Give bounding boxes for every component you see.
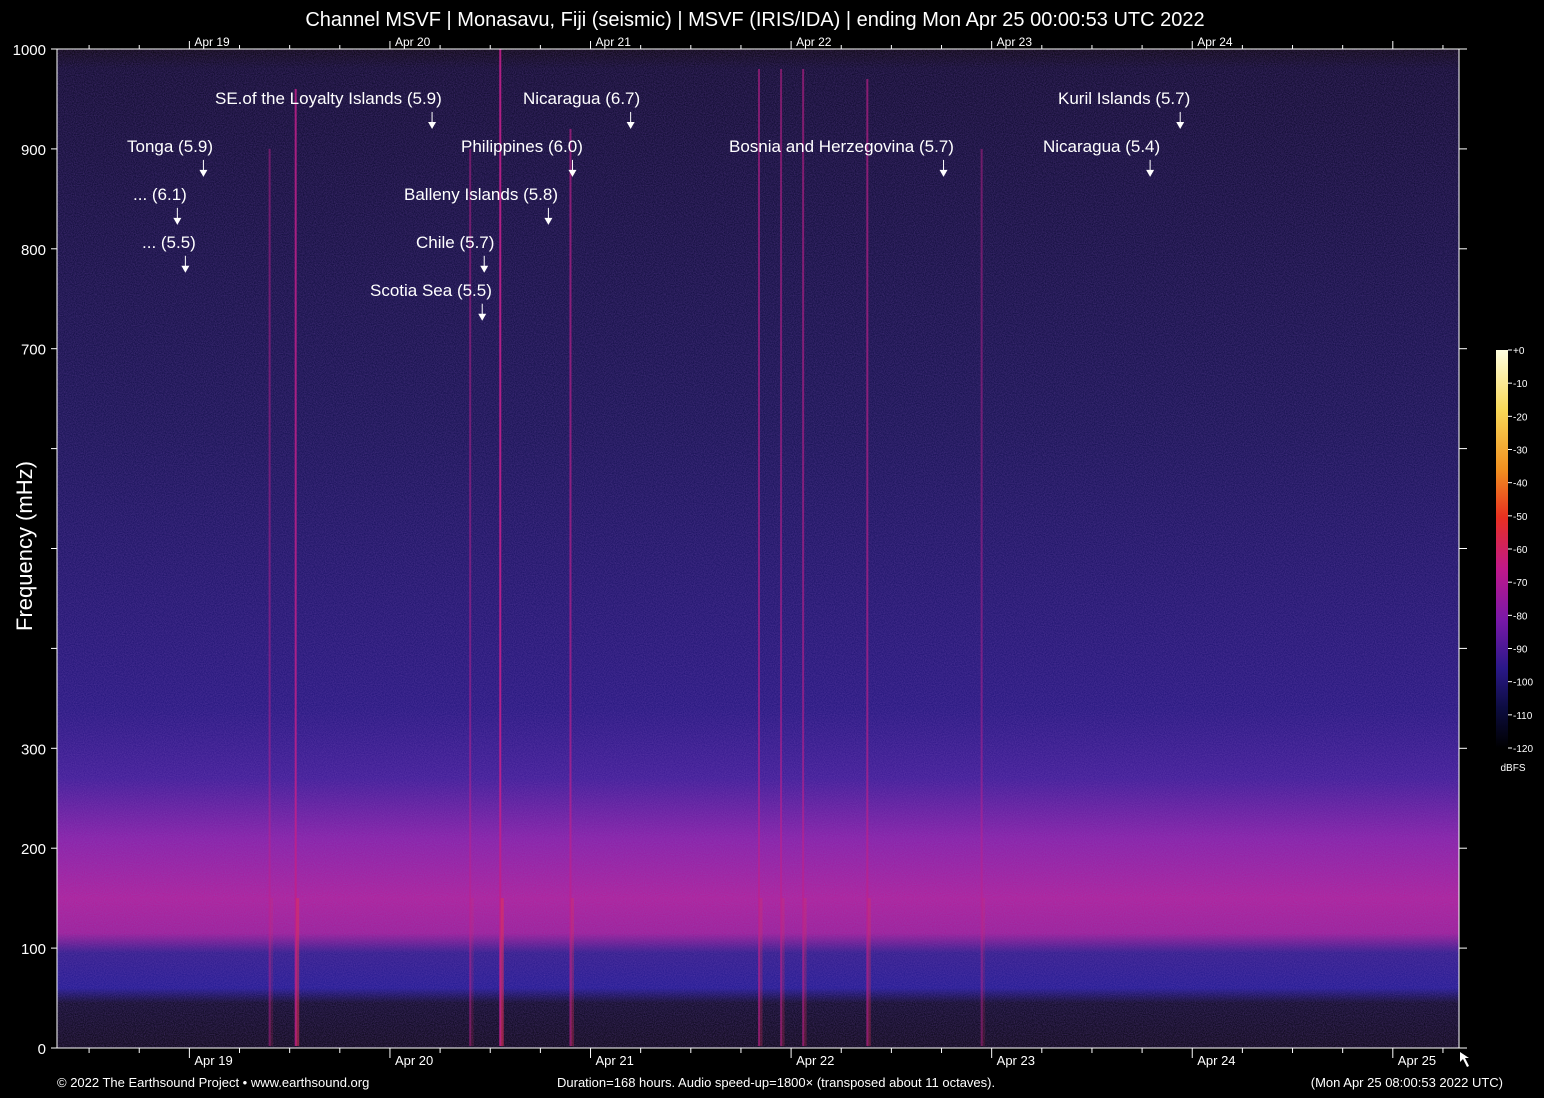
y-tick-label: 300 [21,741,46,758]
event-label: SE.of the Loyalty Islands (5.9) [215,88,442,108]
x-tick-label: Apr 19 [194,1053,232,1068]
event-label: Tonga (5.9) [127,136,213,156]
event-arrow-icon [199,169,208,177]
colorbar: +0 -10 -20 -30 -40 -50 -60 -70 -80 -90 -100 -110 -12… [1496,346,1533,774]
event-label: ... (6.1) [133,184,187,204]
colorbar-tick-label: +0 [1513,346,1525,357]
colorbar-tick-label: -70 [1513,578,1528,589]
event-arrow-icon [428,121,437,129]
event-streaks [268,49,986,1046]
footer-duration: Duration=168 hours. Audio speed-up=1800×… [557,1075,996,1090]
x-tick-label: Apr 24 [1197,1053,1235,1068]
x-top-tick-label: Apr 22 [796,35,832,49]
x-top-tick-label: Apr 24 [1197,35,1233,49]
colorbar-tick-label: -20 [1513,412,1528,423]
y-tick-label: 100 [21,941,46,958]
y-tick-label: 700 [21,342,46,359]
x-tick-label: Apr 20 [395,1053,433,1068]
x-tick-label: Apr 25 [1398,1053,1436,1068]
colorbar-tick-label: -100 [1513,678,1533,689]
colorbar-tick-label: -60 [1513,545,1528,556]
event-label: Kuril Islands (5.7) [1058,88,1191,108]
event-label: Nicaragua (5.4) [1043,136,1161,156]
x-tick-label: Apr 22 [796,1053,834,1068]
footer-timestamp: (Mon Apr 25 08:00:53 2022 UTC) [1310,1075,1503,1090]
event-label: Philippines (6.0) [461,136,583,156]
colorbar-tick-label: -120 [1513,744,1533,755]
event-label: Bosnia and Herzegovina (5.7) [729,136,954,156]
event-arrow-icon [480,265,489,273]
event-arrow-icon [478,313,487,321]
event-arrow-icon [1146,169,1155,177]
colorbar-unit: dBFS [1500,763,1525,774]
x-tick-label: Apr 23 [997,1053,1035,1068]
event-arrow-icon [626,121,635,129]
y-tick-label: 900 [21,142,46,159]
event-arrow-icon [939,169,948,177]
plot-area [57,49,1459,1048]
event-label: ... (5.5) [142,232,196,252]
colorbar-tick-label: -110 [1513,711,1533,722]
spectrogram-noise [57,49,1459,1048]
x-top-tick-label: Apr 20 [395,35,431,49]
colorbar-gradient [1496,350,1508,748]
axes: 0 100 200 300 700 800 900 1000 Apr 19 Apr 20 Apr 2… [13,35,1469,1068]
event-arrow-icon [1176,121,1185,129]
colorbar-tick-label: -90 [1513,645,1528,656]
event-arrow-icon [544,217,553,225]
colorbar-tick-label: -30 [1513,446,1528,457]
footer-copyright: © 2022 The Earthsound Project • www.eart… [57,1075,370,1090]
colorbar-tick-label: -40 [1513,479,1528,490]
x-top-tick-label: Apr 23 [997,35,1033,49]
y-tick-label: 200 [21,841,46,858]
event-arrow-icon [181,265,190,273]
y-tick-label: 1000 [13,42,46,59]
x-tick-label: Apr 21 [596,1053,634,1068]
x-top-tick-label: Apr 21 [596,35,632,49]
event-label: Scotia Sea (5.5) [370,280,492,300]
event-label: Chile (5.7) [416,232,495,252]
event-arrow-icon [173,217,182,225]
event-arrow-icon [568,169,577,177]
event-label: Balleny Islands (5.8) [404,184,559,204]
colorbar-tick-label: -10 [1513,379,1528,390]
x-top-tick-label: Apr 19 [194,35,230,49]
colorbar-tick-label: -50 [1513,512,1528,523]
colorbar-tick-label: -80 [1513,611,1528,622]
cursor-icon [1460,1052,1469,1067]
y-tick-label: 0 [38,1041,46,1058]
event-label: Nicaragua (6.7) [523,88,641,108]
chart-title: Channel MSVF | Monasavu, Fiji (seismic) … [305,9,1205,31]
y-tick-label: 800 [21,242,46,259]
